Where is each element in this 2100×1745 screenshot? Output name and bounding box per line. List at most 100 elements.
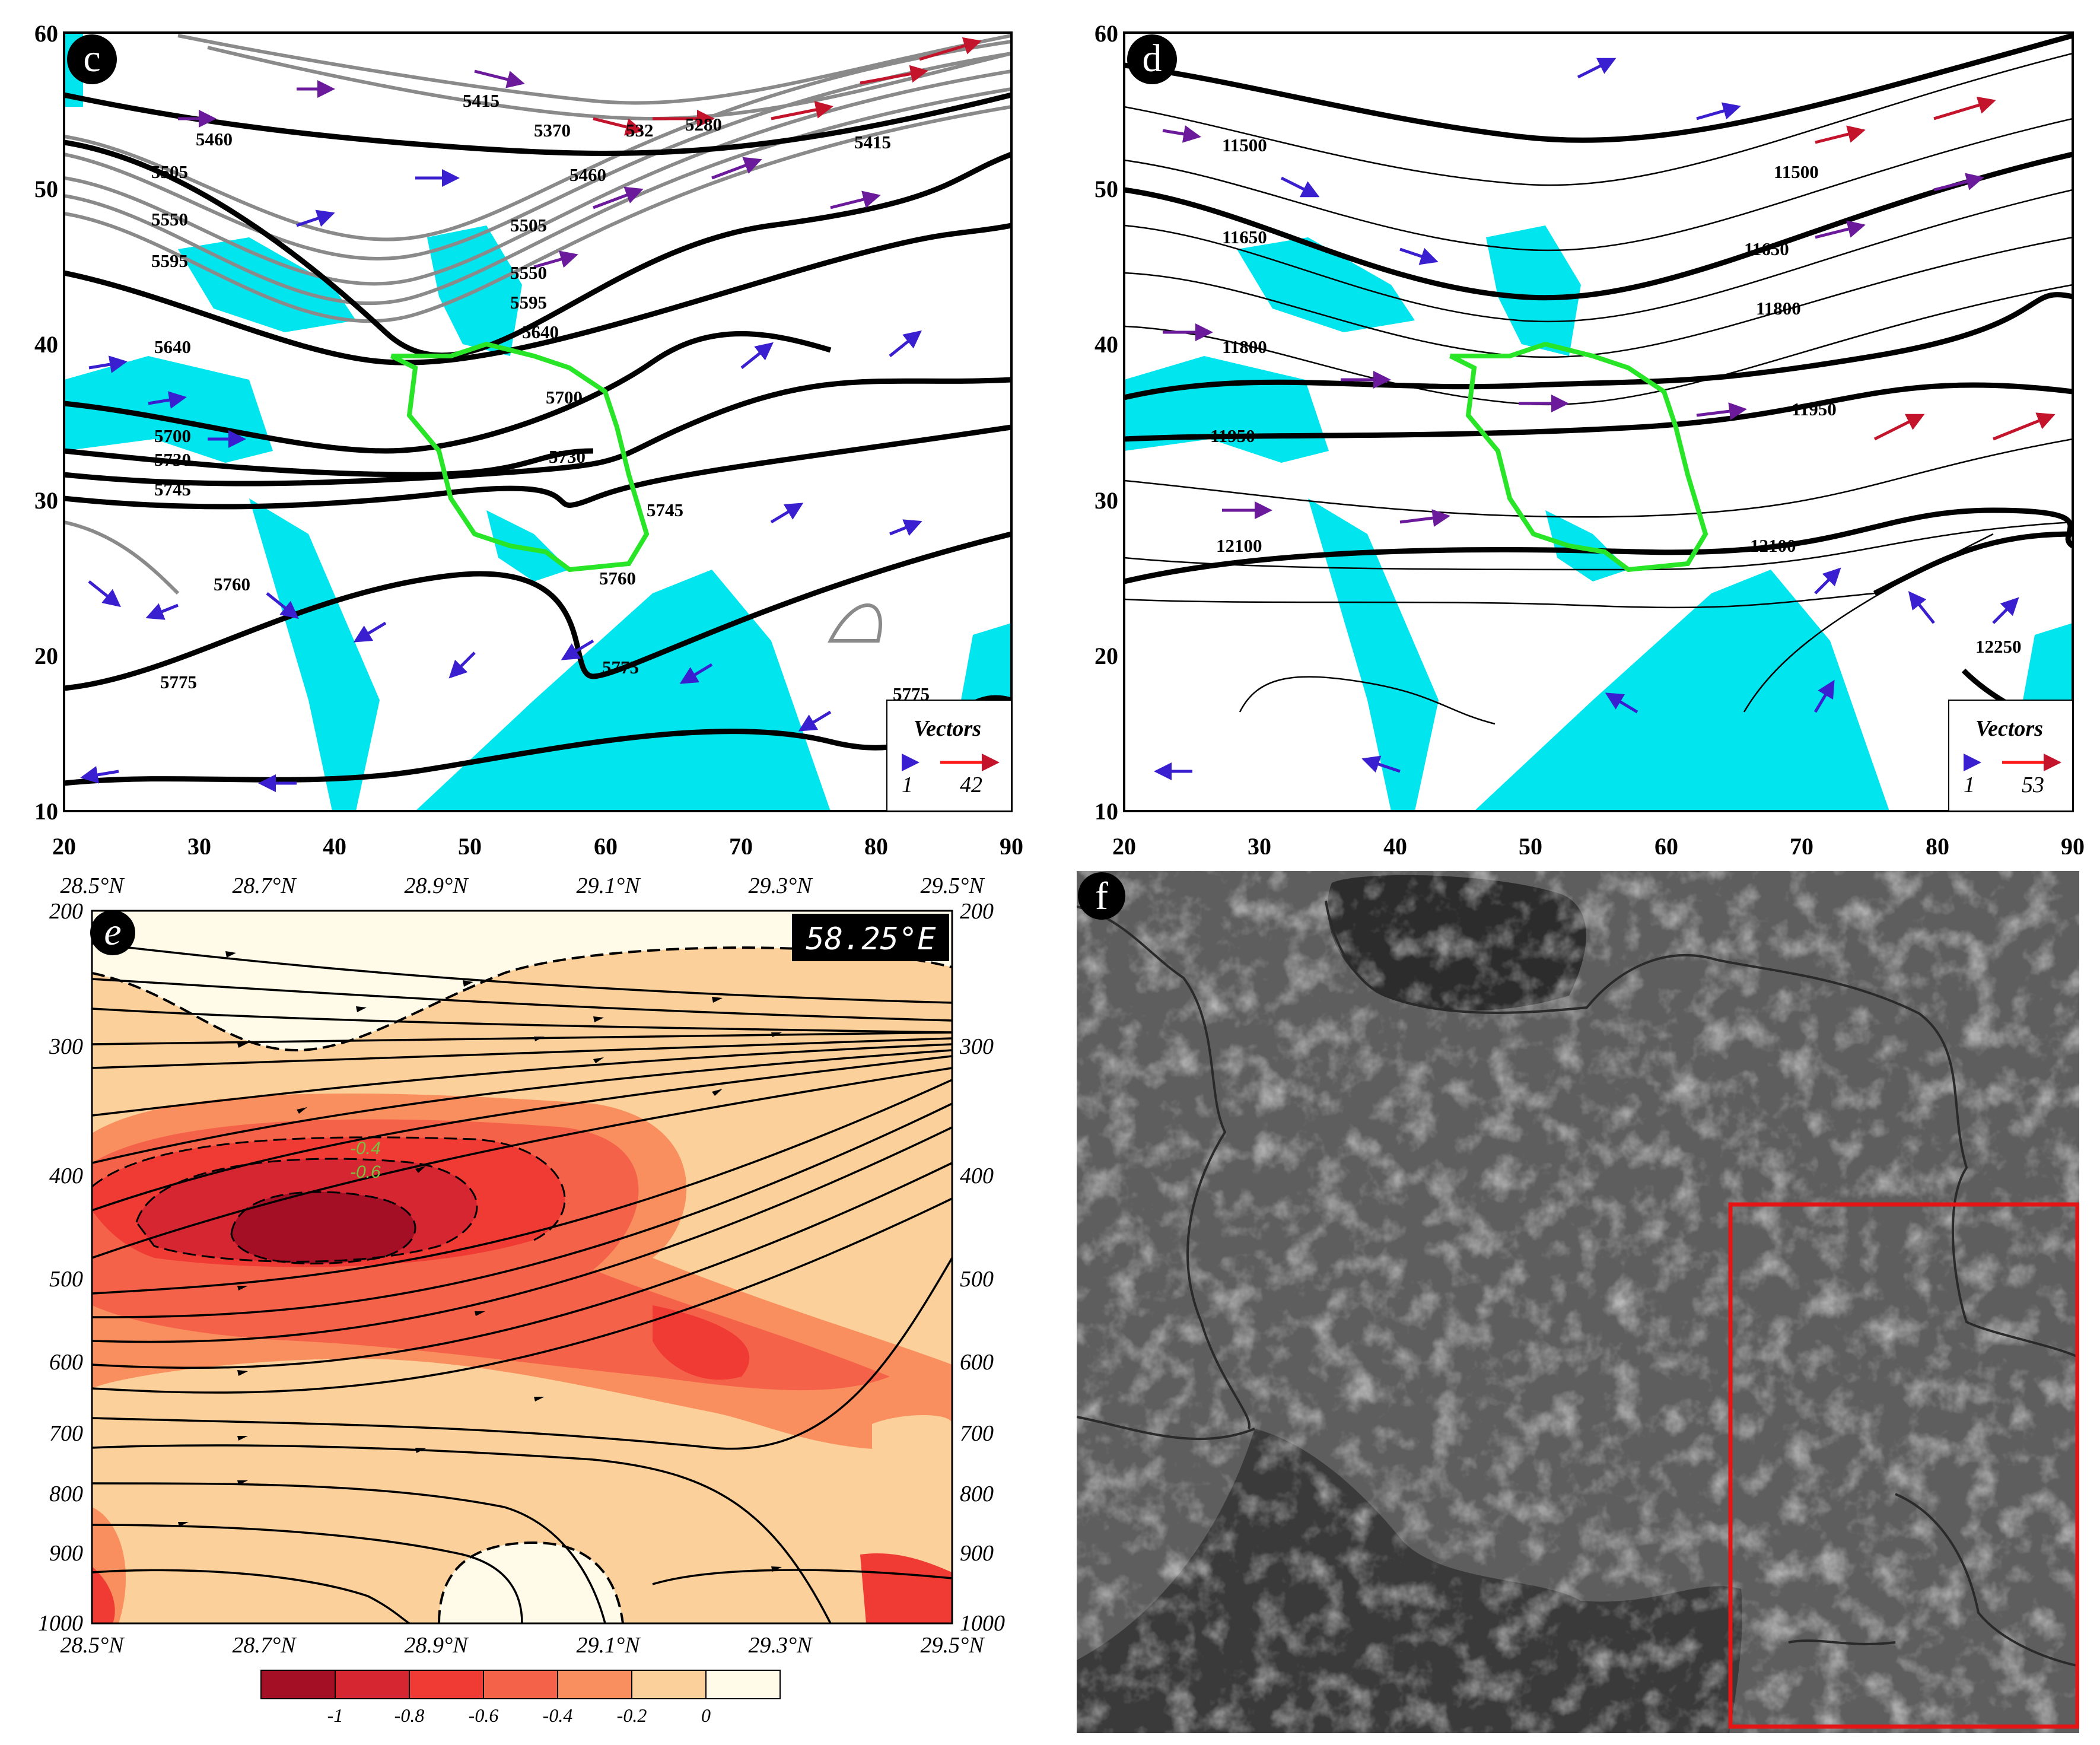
lat-tick-top: 28.5°N <box>60 873 125 898</box>
y-tick: 30 <box>1094 487 1118 514</box>
colorbar-label: -0.4 <box>543 1705 573 1726</box>
colorbar-label: -0.2 <box>617 1705 647 1726</box>
p-tick-right: 600 <box>960 1350 994 1375</box>
contour-label: 12100 <box>1750 535 1796 556</box>
p-tick-left: 700 <box>49 1421 83 1446</box>
contour-label: 5460 <box>569 164 606 185</box>
contour-label: 11800 <box>1756 298 1801 319</box>
panel-letter-badge <box>1078 872 1125 920</box>
lat-tick-top: 29.1°N <box>576 873 641 898</box>
contour-label: 12250 <box>1975 636 2022 657</box>
panel-letter-e: e <box>104 910 121 953</box>
colorbar-swatch <box>335 1670 410 1699</box>
lat-tick-bottom: 29.1°N <box>576 1633 641 1658</box>
p-tick-left: 800 <box>49 1482 83 1506</box>
y-tick: 60 <box>1094 20 1118 47</box>
colorbar-swatch <box>483 1670 558 1699</box>
lat-tick-top: 28.9°N <box>404 873 469 898</box>
legend-title: Vectors <box>914 716 981 741</box>
contour-label: 5595 <box>151 250 188 271</box>
contour-label: 5700 <box>546 387 583 408</box>
contour-label: 12100 <box>1216 535 1262 556</box>
x-tick: 20 <box>1112 833 1136 854</box>
legend-title: Vectors <box>1975 716 2043 741</box>
panel-c: 5460 5415 5370 532 5280 5415 5460 5505 5… <box>0 0 1032 854</box>
p-tick-right: 900 <box>960 1541 994 1566</box>
lat-tick-bottom: 29.3°N <box>748 1633 813 1658</box>
y-tick: 20 <box>34 643 58 669</box>
x-tick: 90 <box>1000 833 1023 854</box>
y-tick: 30 <box>34 487 58 514</box>
y-tick: 50 <box>1094 176 1118 202</box>
x-tick: 50 <box>1519 833 1542 854</box>
colorbar-label: 0 <box>701 1705 711 1726</box>
y-tick: 10 <box>1094 798 1118 825</box>
contour-label: 5505 <box>510 215 547 236</box>
lat-tick-bottom: 28.7°N <box>232 1633 297 1658</box>
panel-c-map: 5460 5415 5370 532 5280 5415 5460 5505 5… <box>34 20 1023 854</box>
colorbar-swatch <box>705 1670 781 1699</box>
lat-tick-top: 28.7°N <box>232 873 297 898</box>
x-tick: 40 <box>323 833 346 854</box>
contour-label: 5775 <box>160 672 197 692</box>
colorbar-swatch <box>557 1670 632 1699</box>
panel-d-map: 11500 11500 11650 11650 11800 11800 1195… <box>1094 20 2085 854</box>
contour-label: 11950 <box>1210 425 1255 446</box>
colorbar-label: -0.6 <box>469 1705 499 1726</box>
panel-f-satellite: f <box>1077 871 2079 1733</box>
inline-label: -0.6 <box>350 1162 381 1182</box>
x-tick: 80 <box>864 833 888 854</box>
p-tick-right: 1000 <box>960 1611 1005 1636</box>
x-tick: 60 <box>1654 833 1678 854</box>
contour-label: 11950 <box>1792 399 1837 419</box>
x-tick: 50 <box>458 833 482 854</box>
panel-d: 11500 11500 11650 11650 11800 11800 1195… <box>1044 0 2100 854</box>
colorbar-swatch <box>631 1670 707 1699</box>
colorbar <box>260 1670 781 1699</box>
colorbar-swatch <box>260 1670 336 1699</box>
x-tick: 20 <box>52 833 76 854</box>
p-tick-right: 300 <box>959 1034 994 1059</box>
p-tick-right: 700 <box>960 1421 994 1446</box>
contour-label: 5460 <box>196 129 233 150</box>
x-tick: 40 <box>1383 833 1407 854</box>
legend-small-value: 1 <box>902 773 913 797</box>
contour-label: 5760 <box>214 574 250 595</box>
contour-label: 5595 <box>510 292 547 313</box>
contour-label: 5640 <box>154 336 191 357</box>
contour-label: 5505 <box>151 161 188 182</box>
region-highlight-box <box>1728 1202 2079 1729</box>
contour-label: 11500 <box>1774 161 1819 182</box>
longitude-badge <box>792 914 949 961</box>
y-tick: 40 <box>34 331 58 358</box>
p-tick-right: 500 <box>960 1267 994 1292</box>
contour-label: 5730 <box>549 446 586 467</box>
x-tick: 90 <box>2061 833 2085 854</box>
lat-tick-bottom: 28.9°N <box>404 1633 469 1658</box>
contour-label: 5775 <box>602 657 639 678</box>
panel-letter-badge <box>67 34 117 84</box>
vector-legend: Vectors 1 42 <box>886 700 1012 812</box>
x-tick: 30 <box>1248 833 1271 854</box>
contour-label: 5415 <box>854 132 891 152</box>
contour-label: 11650 <box>1222 227 1267 247</box>
lat-tick-bottom: 29.5°N <box>920 1633 985 1658</box>
contour-label: 5730 <box>154 449 191 470</box>
y-tick: 60 <box>34 20 58 47</box>
x-tick: 70 <box>729 833 753 854</box>
legend-small-value: 1 <box>1964 773 1975 797</box>
p-tick-right: 400 <box>960 1164 994 1188</box>
legend-large-value: 42 <box>960 773 982 797</box>
p-tick-left: 900 <box>49 1541 83 1566</box>
panel-e-cross-section: -0.4 -0.6 58.25°E e 28.5°N 28.7°N 28.9°N… <box>38 873 1005 1726</box>
p-tick-left: 1000 <box>38 1611 83 1636</box>
contour-label: 11500 <box>1222 135 1267 155</box>
panel-letter-f: f <box>1095 875 1108 918</box>
panel-f: f <box>1077 871 2079 1733</box>
lat-tick-top: 29.5°N <box>920 873 985 898</box>
legend-large-value: 53 <box>2022 773 2044 797</box>
panel-letter-badge <box>1127 34 1177 84</box>
lat-tick-bottom: 28.5°N <box>60 1633 125 1658</box>
colorbar-label: -1 <box>327 1705 343 1726</box>
contour-label: 5415 <box>463 90 499 111</box>
